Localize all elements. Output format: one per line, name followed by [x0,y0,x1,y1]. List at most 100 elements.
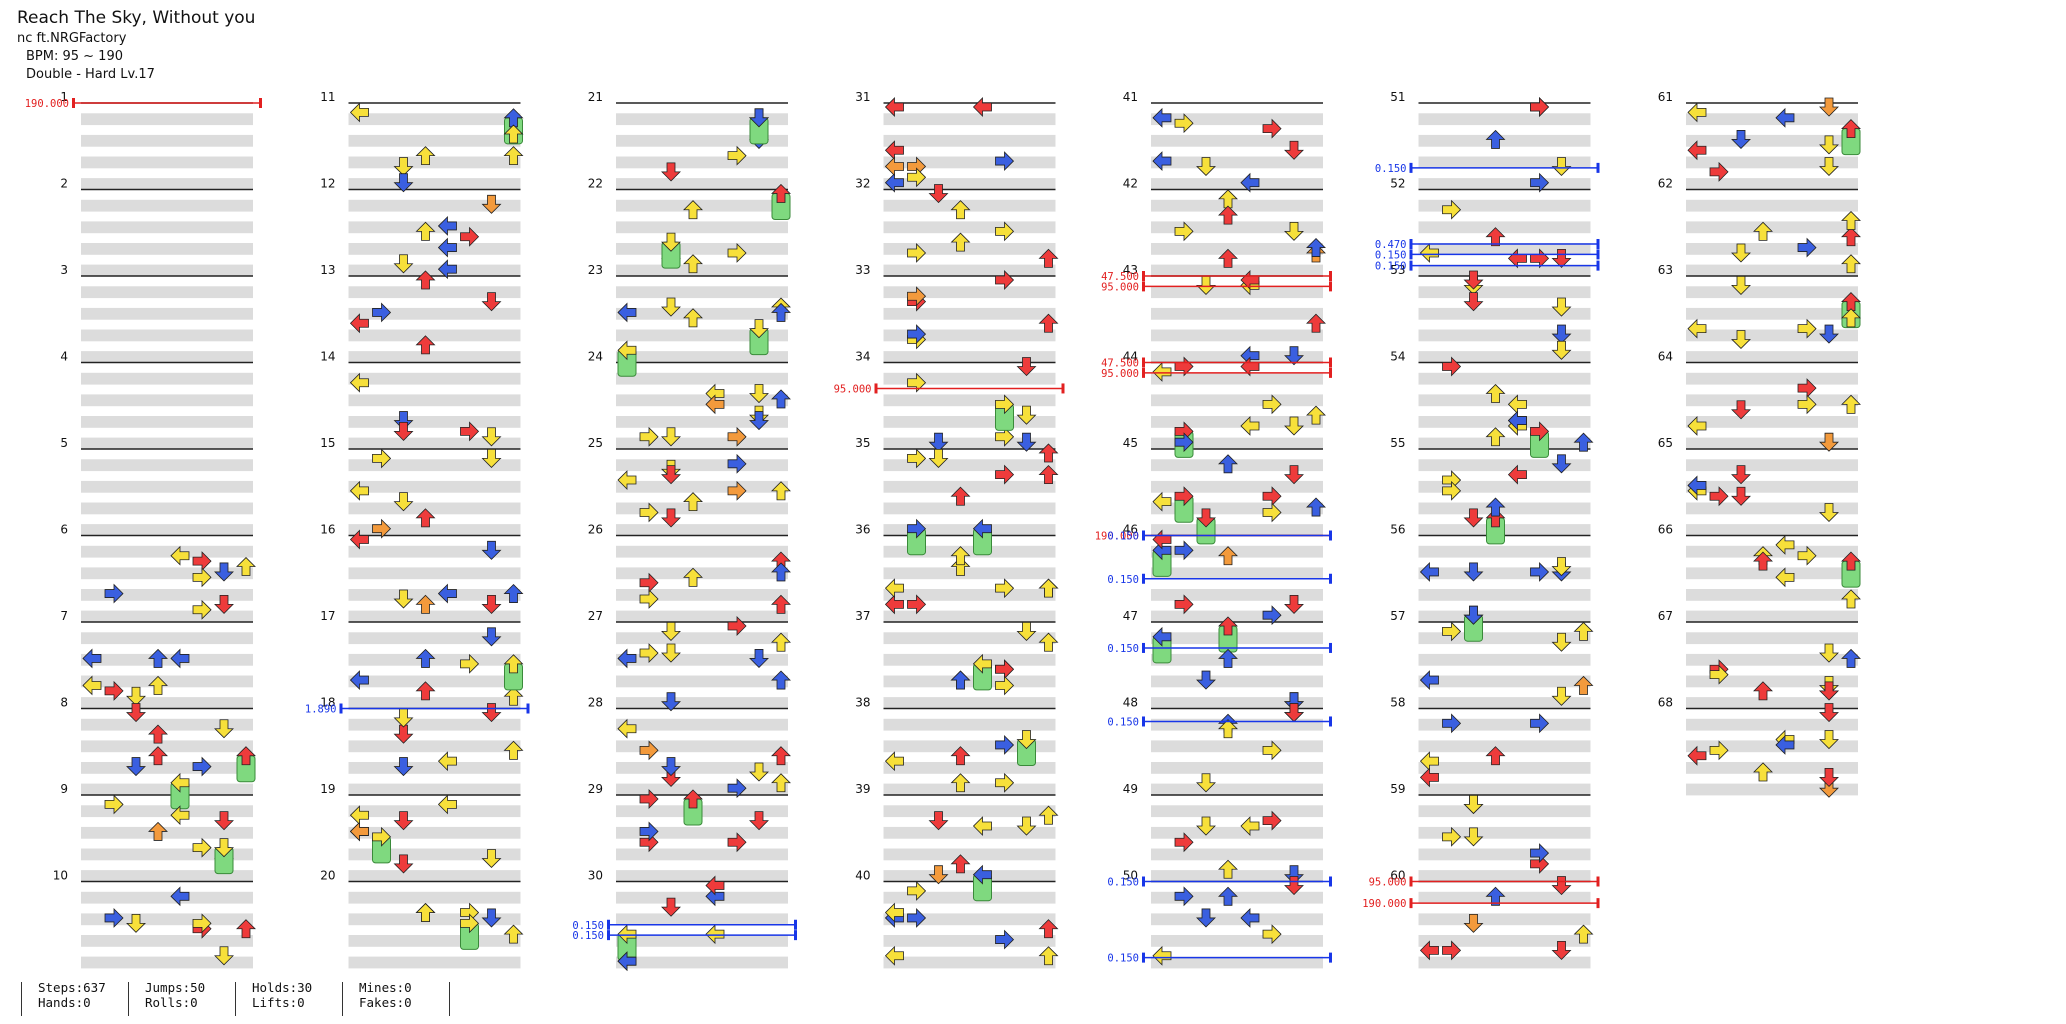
stat-lifts: Lifts:0 [252,995,305,1010]
beat-stripe [1686,783,1858,796]
arrow-note [1841,119,1861,139]
beat-stripe [883,113,1056,126]
beat-stripe [1151,221,1323,234]
measure-block: 30 [588,869,788,969]
marker-cap [1329,876,1332,887]
beat-stripe [616,221,788,234]
measure-number: 1 [60,90,68,104]
marker-cap [1329,573,1332,584]
arrow-note [1753,762,1773,782]
beat-stripe [81,913,253,926]
arrow-note [1819,135,1839,155]
arrow-note [1731,243,1751,263]
arrow-note [1819,97,1839,117]
beat-stripe [883,913,1056,926]
measure-number: 56 [1390,523,1405,537]
beat-stripe [1418,826,1591,839]
measure-number: 49 [1123,782,1138,796]
beat-stripe [81,221,253,234]
arrow-note [1731,276,1751,295]
beat-stripe [81,394,253,407]
beat-stripe [883,134,1056,147]
arrow-note [1218,248,1238,268]
beat-stripe [883,307,1056,320]
measure-number: 13 [320,263,335,277]
arrow-note [749,384,769,404]
beat-stripe [81,437,253,450]
arrow-note [1709,740,1729,761]
beat-stripe [1151,545,1323,558]
speed-change-marker: 0.470 [1375,238,1600,251]
beat-stripe [883,286,1056,299]
beat-stripe [1151,589,1323,601]
speed-change-marker: 0.150 [572,919,797,932]
arrow-note [928,184,949,204]
arrow-note [481,292,502,312]
stat-jumps: Jumps:50 [145,980,206,995]
arrow-note [460,913,480,934]
arrow-note [1463,827,1484,847]
measure-block: 33 [855,263,1056,363]
arrow-note [1463,605,1484,625]
arrow-note [1551,454,1572,474]
arrow-note [415,902,436,922]
beat-stripe [883,502,1056,515]
marker-cap [1329,716,1332,727]
measure-number: 27 [588,609,603,623]
beat-stripe [1418,740,1591,753]
arrow-note [749,108,769,128]
arrow-note [415,648,436,668]
arrow-note [1038,946,1059,966]
beat-stripe [348,134,521,147]
arrow-note [437,751,457,772]
beat-stripe [1151,740,1323,753]
bpm-change-marker: 190.000 [1362,898,1600,910]
step-chart: 1234567891011121314151617181920212223242… [25,90,1861,972]
marker-value: 95.000 [834,383,872,395]
arrow-note [415,146,436,166]
measure-block: 8 [60,696,253,796]
arrow-note [1196,773,1216,793]
arrow-note [437,259,457,280]
marker-cap [1142,281,1145,292]
arrow-note [1463,562,1484,582]
measure-block: 12 [320,177,521,277]
beat-stripe [1418,567,1591,580]
beat-stripe [883,437,1056,450]
beat-stripe [1686,459,1858,472]
arrow-note [1038,805,1059,825]
arrow-note [372,302,392,323]
arrow-note [1841,254,1861,274]
arrow-note [1841,551,1861,571]
arrow-note [126,757,146,777]
beat-stripe [348,589,521,601]
measure-block: 28 [588,696,788,796]
measure-number: 25 [588,436,603,450]
measure-number: 4 [60,350,68,364]
marker-cap [607,919,610,930]
measure-number: 32 [855,177,870,191]
beat-stripe [1151,113,1323,126]
beat-stripe [348,697,521,709]
beat-stripe [616,697,788,709]
arrow-note [907,518,927,539]
arrow-note [1152,945,1172,966]
arrow-note [884,751,904,772]
arrow-note [1218,205,1238,225]
arrow-note [639,502,659,523]
arrow-note [1819,157,1839,177]
beat-stripe [348,351,521,363]
beat-stripe [616,826,788,839]
arrow-note [1419,670,1439,691]
measure-number: 62 [1658,177,1673,191]
beat-stripe [1418,416,1591,428]
beat-stripe [883,156,1056,169]
measure-number: 21 [588,90,603,104]
arrow-note [907,324,927,345]
arrow-note [1687,475,1707,496]
arrow-note [148,648,168,668]
beat-stripe [348,437,521,450]
arrow-note [1463,913,1484,933]
stats-jumps-rolls: Jumps:50 Rolls:0 [145,980,205,1010]
arrow-note [1262,118,1282,139]
